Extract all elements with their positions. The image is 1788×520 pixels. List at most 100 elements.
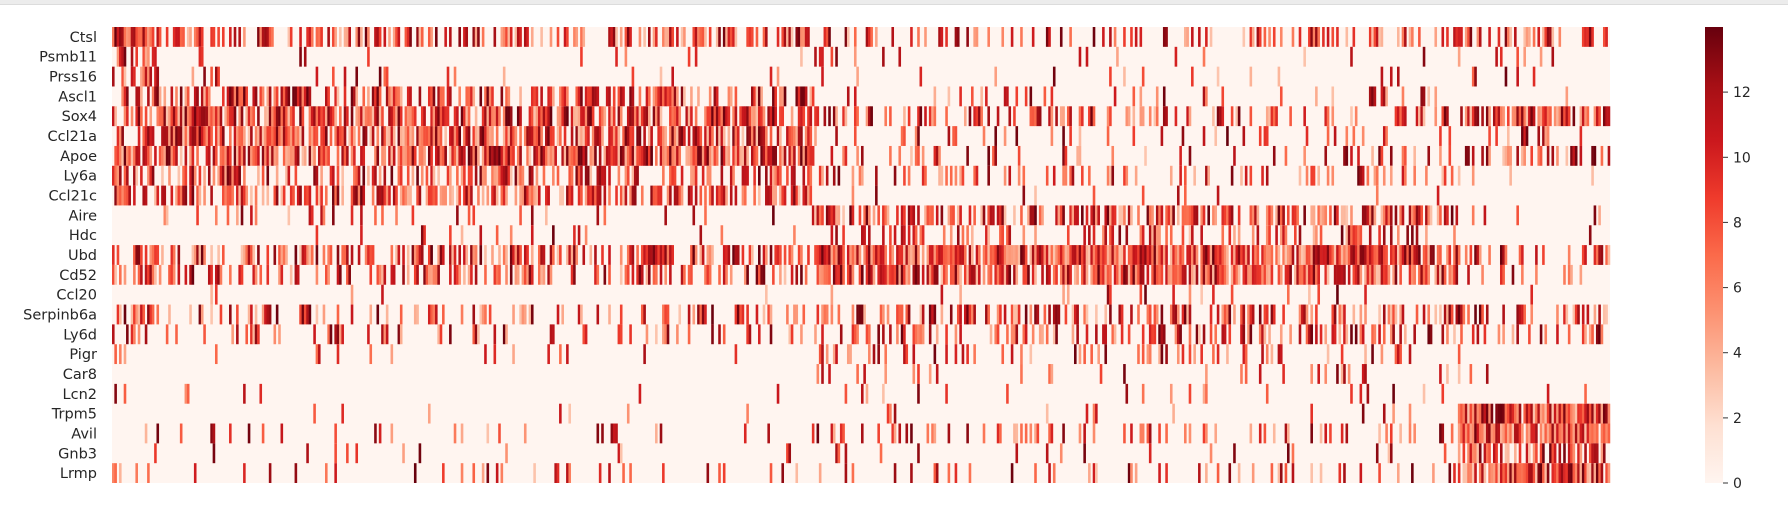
heatmap-cell [1303, 205, 1306, 226]
heatmap-cell [266, 165, 270, 186]
heatmap-cell [472, 324, 476, 345]
heatmap-cell [144, 245, 148, 265]
heatmap-cell [748, 126, 752, 146]
heatmap-cell [708, 264, 712, 285]
heatmap-cell [1553, 403, 1557, 424]
heatmap-cell [832, 264, 836, 285]
heatmap-cell [1329, 205, 1332, 226]
heatmap-cell [1312, 264, 1316, 285]
heatmap-cell [1474, 304, 1477, 325]
heatmap-cell [959, 264, 962, 285]
heatmap-cell [853, 46, 857, 67]
heatmap-cell [1034, 463, 1037, 483]
heatmap-cell [502, 185, 506, 206]
heatmap-cell [933, 304, 937, 325]
heatmap-cell [708, 185, 712, 206]
heatmap-cell [1525, 463, 1529, 483]
heatmap-cell [1074, 264, 1077, 285]
heatmap-cell [472, 245, 476, 265]
heatmap-cell [130, 106, 134, 127]
heatmap-cell [816, 304, 820, 325]
heatmap-cell [210, 27, 213, 47]
heatmap-cell [1041, 264, 1044, 285]
heatmap-cell [1422, 245, 1426, 265]
heatmap-cell [526, 145, 529, 166]
heatmap-cell [315, 106, 319, 127]
heatmap-cell [1134, 245, 1138, 265]
heatmap-cell [1078, 344, 1082, 365]
heatmap-cell [718, 264, 721, 285]
heatmap-cell [767, 106, 770, 127]
heatmap-cell [257, 165, 260, 186]
heatmap-cell [130, 304, 134, 325]
heatmap-cell [474, 324, 478, 345]
heatmap-cell [1579, 443, 1583, 464]
heatmap-cell [327, 324, 330, 345]
heatmap-cell [229, 86, 232, 107]
heatmap-cell [626, 165, 630, 186]
heatmap-cell [413, 245, 417, 265]
heatmap-cell [179, 145, 183, 166]
heatmap-cell [460, 225, 464, 246]
heatmap-cell [690, 264, 693, 285]
heatmap-cell [662, 86, 665, 107]
heatmap-cell [1034, 245, 1037, 265]
heatmap-cell [296, 264, 300, 285]
heatmap-cell [701, 165, 705, 186]
heatmap-cell [989, 245, 993, 265]
heatmap-cell [1340, 423, 1344, 444]
heatmap-cell [933, 86, 937, 107]
heatmap-cell [1055, 245, 1058, 265]
heatmap-cell [933, 245, 937, 265]
heatmap-cell [910, 145, 913, 166]
heatmap-cell [1507, 106, 1510, 127]
heatmap-cell [718, 463, 721, 483]
heatmap-cell [828, 205, 831, 226]
heatmap-cell [498, 245, 501, 265]
heatmap-cell [1359, 463, 1363, 483]
heatmap-cell [299, 86, 302, 107]
heatmap-cell [1111, 324, 1115, 345]
heatmap-cell [638, 383, 642, 404]
heatmap-row-aire [163, 205, 1601, 226]
heatmap-cell [547, 344, 550, 365]
heatmap-cell [250, 126, 253, 146]
heatmap-cell [1282, 225, 1285, 246]
heatmap-cell [1221, 324, 1225, 345]
heatmap-cell [537, 145, 541, 166]
heatmap-cell [472, 27, 476, 47]
heatmap-cell [191, 145, 195, 166]
heatmap-cell [1600, 403, 1604, 424]
heatmap-cell [528, 145, 532, 166]
heatmap-cell [280, 126, 284, 146]
heatmap-cell [453, 106, 457, 127]
heatmap-cell [1015, 86, 1019, 107]
heatmap-cell [364, 27, 368, 47]
heatmap-cell [1284, 423, 1288, 444]
heatmap-cell [697, 86, 700, 107]
heatmap-cell [404, 106, 408, 127]
heatmap-cell [1116, 245, 1119, 265]
heatmap-cell [1539, 463, 1543, 483]
heatmap-cell [1242, 264, 1246, 285]
heatmap-cell [137, 86, 141, 107]
heatmap-cell [1425, 165, 1428, 186]
heatmap-cell [1179, 264, 1182, 285]
heatmap-cell [1221, 205, 1225, 226]
heatmap-cell [1305, 165, 1309, 186]
heatmap-cell [924, 27, 927, 47]
heatmap-cell [591, 86, 595, 107]
heatmap-cell [479, 304, 483, 325]
heatmap-cell [177, 165, 181, 186]
heatmap-cell [1181, 304, 1185, 325]
heatmap-cell [956, 225, 960, 246]
heatmap-cell [788, 145, 792, 166]
heatmap-cell [184, 145, 188, 166]
heatmap-cell [1284, 463, 1288, 483]
heatmap-cell [362, 185, 366, 206]
heatmap-cell [1261, 165, 1264, 186]
heatmap-cell [1034, 185, 1037, 206]
heatmap-cell [495, 165, 499, 186]
row-label-ly6a: Ly6a [64, 169, 97, 185]
heatmap-cell [877, 324, 880, 345]
